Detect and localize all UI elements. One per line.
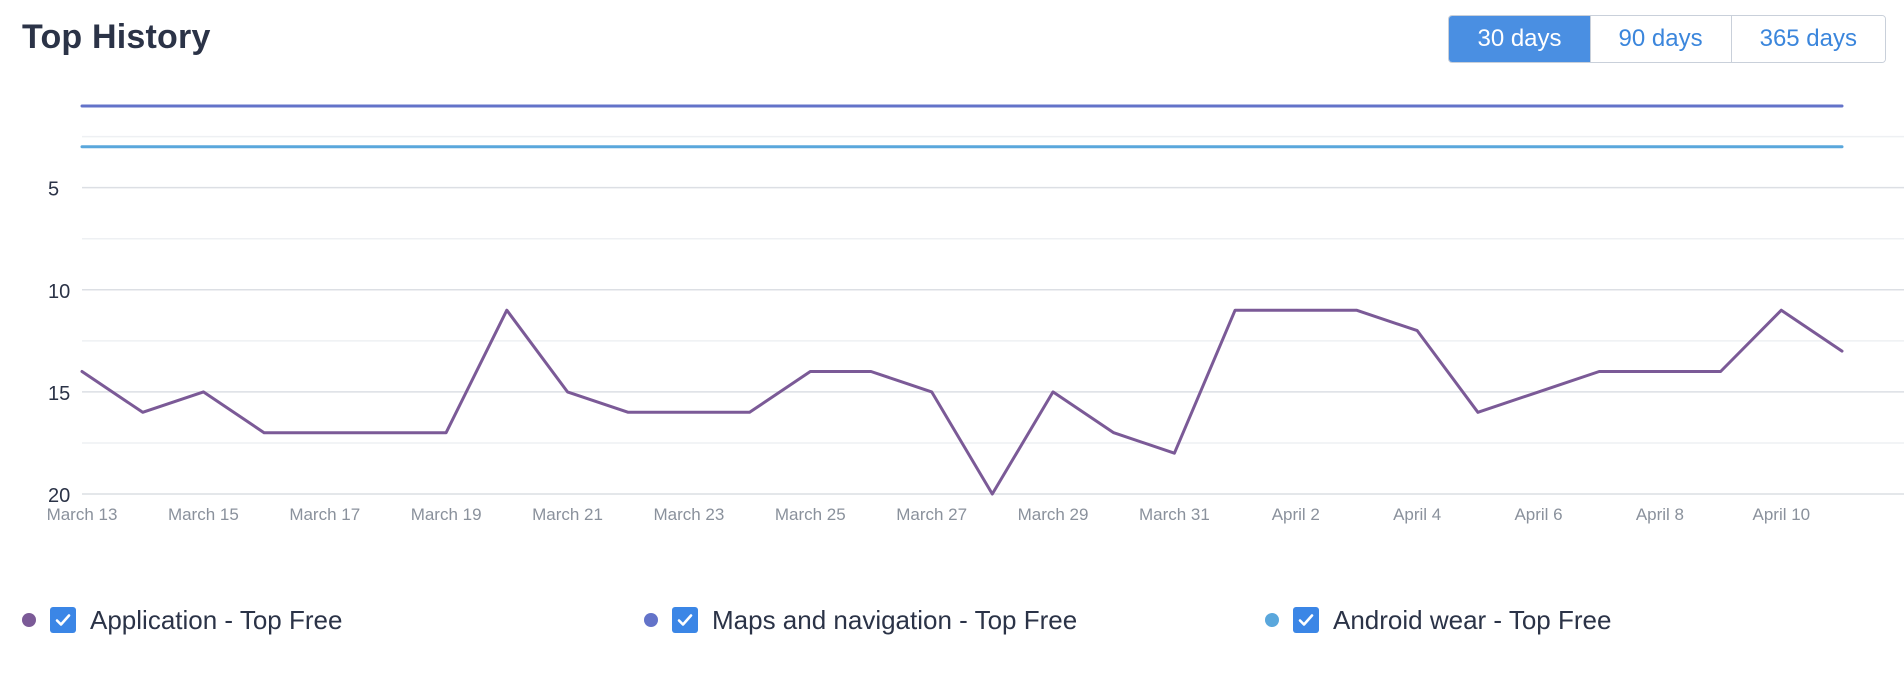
- series-color-dot: [644, 613, 658, 627]
- x-tick-label: April 6: [1514, 505, 1562, 524]
- x-tick-label: March 21: [532, 505, 603, 524]
- legend-item-application[interactable]: Application - Top Free: [22, 605, 342, 636]
- x-tick-label: April 4: [1393, 505, 1441, 524]
- legend-label: Android wear - Top Free: [1333, 604, 1612, 635]
- range-90-days-button[interactable]: 90 days: [1589, 16, 1731, 62]
- checkbox-checked-icon[interactable]: [50, 607, 76, 633]
- y-tick-label: 20: [48, 485, 70, 507]
- legend-item-maps-navigation[interactable]: Maps and navigation - Top Free: [644, 605, 1077, 636]
- time-range-selector: 30 days 90 days 365 days: [1448, 15, 1886, 63]
- legend-label: Application - Top Free: [90, 604, 343, 635]
- checkbox-checked-icon[interactable]: [1293, 607, 1319, 633]
- x-tick-label: April 8: [1636, 505, 1684, 524]
- y-tick-label: 15: [48, 383, 70, 405]
- legend-item-android-wear[interactable]: Android wear - Top Free: [1265, 605, 1611, 636]
- x-tick-label: March 19: [411, 505, 482, 524]
- x-tick-label: March 13: [47, 505, 118, 524]
- series-line-0: [80, 308, 1844, 496]
- x-tick-label: March 23: [653, 505, 724, 524]
- checkbox-checked-icon[interactable]: [672, 607, 698, 633]
- y-tick-label: 5: [48, 179, 59, 201]
- x-tick-label: March 17: [289, 505, 360, 524]
- legend-label: Maps and navigation - Top Free: [712, 604, 1078, 635]
- x-tick-label: April 2: [1272, 505, 1320, 524]
- x-tick-label: March 31: [1139, 505, 1210, 524]
- x-tick-label: March 27: [896, 505, 967, 524]
- x-tick-label: April 10: [1752, 505, 1810, 524]
- x-tick-label: March 15: [168, 505, 239, 524]
- range-30-days-button[interactable]: 30 days: [1449, 16, 1590, 62]
- series-color-dot: [22, 613, 36, 627]
- y-tick-label: 10: [48, 281, 70, 303]
- x-tick-label: March 29: [1018, 505, 1089, 524]
- series-color-dot: [1265, 613, 1279, 627]
- page-title: Top History: [22, 18, 211, 56]
- range-365-days-button[interactable]: 365 days: [1730, 16, 1885, 62]
- x-tick-label: March 25: [775, 505, 846, 524]
